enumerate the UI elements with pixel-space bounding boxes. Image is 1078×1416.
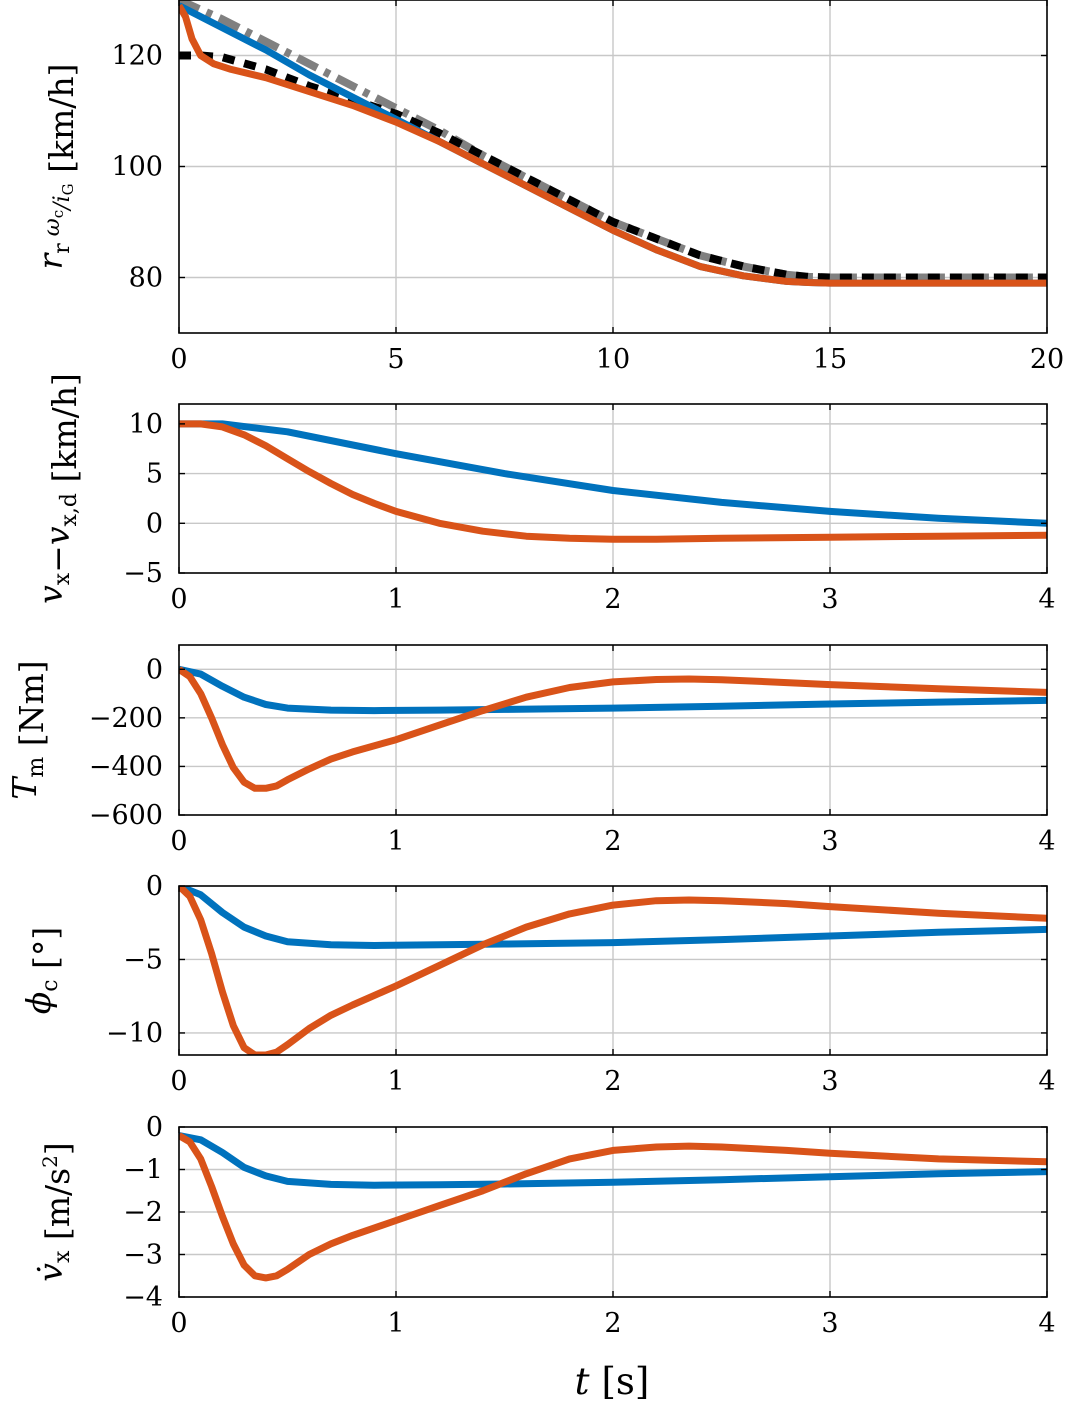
series-group (179, 420, 1047, 543)
x-tick-label: 3 (821, 584, 838, 615)
subplot-1: 0 5 10 15 20 80 100 120 rr ωc/iG [km/h] (31, 0, 1064, 375)
x-tick-label: 5 (387, 344, 404, 375)
x-tick-label: 1 (387, 584, 404, 615)
x-tick-label: 0 (170, 584, 187, 615)
y-tick-label: 0 (146, 654, 163, 685)
y-axis-label-part: [km/h] (42, 64, 81, 184)
y-tick-label: −5 (123, 558, 163, 589)
y-tick-label: −600 (89, 800, 163, 831)
y-axis-label-part: G (59, 183, 77, 195)
series-line-blue-solid (179, 665, 1047, 715)
y-axis-label-part: [km/h] (45, 373, 84, 493)
y-axis-label-part: m (24, 757, 49, 778)
y-tick-label: −2 (123, 1197, 163, 1228)
y-axis-label: Tm [Nm] (5, 660, 51, 799)
y-tick-label: 80 (129, 263, 163, 294)
y-axis-label-part: x,d (57, 493, 82, 526)
y-axis-label-part: v (31, 585, 70, 604)
y-tick-label: −4 (123, 1282, 163, 1313)
subplot-5: 0 1 2 3 4−4−3−2−10v̇x [m/s2] (31, 1112, 1056, 1339)
series-line-blue-solid (179, 420, 1047, 527)
x-tick-label: 2 (604, 1308, 621, 1339)
y-axis-label: vx−vx,d [km/h] (31, 373, 84, 604)
x-tick-label: 0 (170, 1066, 187, 1097)
x-tick-label: 2 (604, 826, 621, 857)
y-axis-label-part: r (50, 243, 75, 254)
x-tick-label: 4 (1038, 826, 1055, 857)
x-tick-label: 20 (1030, 344, 1064, 375)
x-tick-label: 0 (170, 826, 187, 857)
x-tick-label: 4 (1038, 584, 1055, 615)
y-tick-label: −400 (89, 751, 163, 782)
y-axis-label: v̇x [m/s2] (31, 1142, 77, 1281)
y-axis-label-part: [Nm] (12, 660, 51, 756)
y-axis-label-part: T (5, 775, 44, 800)
series-group (179, 1132, 1047, 1282)
y-tick-label: 100 (111, 152, 163, 183)
subplot-4: 0 1 2 3 4 −10 −5 0 ϕc [°] (19, 871, 1056, 1097)
x-tick-label: 0 (170, 344, 187, 375)
y-axis-label-part: /i (50, 195, 75, 211)
series-line-orange-solid (179, 420, 1047, 543)
x-tick-label: 2 (604, 584, 621, 615)
y-axis-label: ϕc [°] (19, 927, 65, 1015)
y-tick-label: −10 (106, 1018, 163, 1049)
x-tick-label: 15 (813, 344, 847, 375)
y-axis-label-part: r (31, 252, 70, 270)
y-tick-label: 10 (129, 409, 163, 440)
subplot-3: 0 1 2 3 4 −600 −400 −200 0 Tm [Nm] (5, 644, 1056, 857)
x-axis-symbol: t (575, 1360, 590, 1403)
y-axis-label-part: v (38, 526, 77, 545)
y-axis-label-part: c (38, 979, 63, 991)
x-tick-label: 3 (821, 826, 838, 857)
x-tick-label: 2 (604, 1066, 621, 1097)
series-line-blue-solid (179, 886, 1047, 949)
y-axis-label-part: x (50, 1250, 75, 1263)
series-line-orange-solid (179, 3, 1047, 287)
x-tick-label: 3 (821, 1066, 838, 1097)
x-tick-label: 1 (387, 826, 404, 857)
y-axis-label-part: v̇ (31, 1263, 70, 1282)
y-tick-label: −5 (123, 944, 163, 975)
x-tick-label: 10 (596, 344, 630, 375)
y-tick-label: −3 (123, 1240, 163, 1271)
y-axis-label: rr ωc/iG [km/h] (31, 64, 81, 270)
x-tick-label: 3 (821, 1308, 838, 1339)
y-axis-label-part: ] (38, 1142, 77, 1155)
x-tick-label: 4 (1038, 1066, 1055, 1097)
x-tick-label: 4 (1038, 1308, 1055, 1339)
series-line-blue-solid (179, 1132, 1047, 1189)
series-group (179, 0, 1047, 287)
y-tick-label: −1 (123, 1155, 163, 1186)
y-tick-label: 0 (146, 871, 163, 902)
y-axis-label-part: ϕ (19, 992, 58, 1015)
series-group (179, 665, 1047, 792)
x-tick-label: 1 (387, 1308, 404, 1339)
y-axis-label-part: [°] (26, 927, 65, 980)
x-axis-unit: [s] (602, 1360, 650, 1403)
series-line-orange-solid (179, 886, 1047, 1055)
y-axis-label-part: [m/s (38, 1168, 77, 1251)
y-tick-label: 0 (146, 508, 163, 539)
series-line-orange-solid (179, 666, 1047, 792)
y-tick-label: 5 (146, 459, 163, 490)
y-axis-label-part: ω (40, 218, 65, 243)
y-axis-label-part: − (38, 545, 77, 573)
series-group (179, 886, 1047, 1055)
x-axis-label: t [s] (575, 1360, 650, 1403)
series-line-orange-solid (179, 1132, 1047, 1282)
x-tick-label: 0 (170, 1308, 187, 1339)
y-axis-label-part: 2 (38, 1155, 62, 1168)
y-tick-label: −200 (89, 703, 163, 734)
y-tick-label: 0 (146, 1112, 163, 1143)
y-tick-label: 120 (111, 41, 163, 72)
x-tick-label: 1 (387, 1066, 404, 1097)
series-line-black-dashed (179, 51, 1047, 282)
y-axis-label-part: x (50, 572, 75, 585)
y-axis-label-part: c (49, 210, 67, 218)
